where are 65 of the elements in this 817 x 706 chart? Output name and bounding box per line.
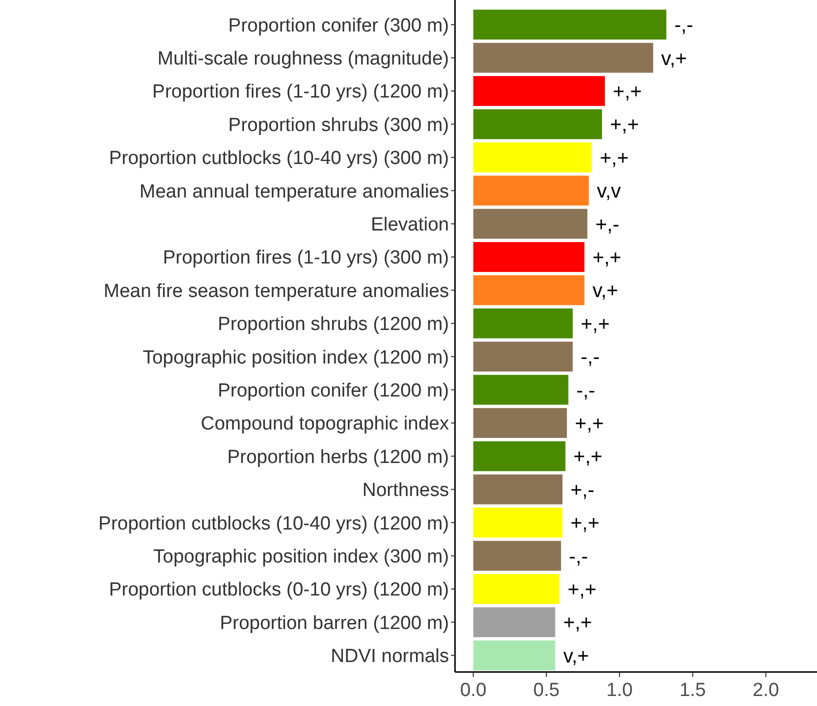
bar — [473, 242, 584, 272]
bar — [473, 408, 567, 438]
y-tick-label: Proportion cutblocks (10-40 yrs) (1200 m) — [98, 513, 449, 534]
bar — [473, 574, 560, 604]
x-tick-label: 0.0 — [460, 680, 486, 701]
data-label: +,- — [570, 479, 594, 502]
y-tick-label: Proportion fires (1-10 yrs) (300 m) — [162, 248, 449, 269]
data-label: +,+ — [563, 612, 592, 634]
data-label: v,+ — [563, 645, 589, 668]
bar — [473, 176, 589, 206]
y-tick-label: Proportion shrubs (1200 m) — [218, 314, 449, 336]
y-tick-label: Compound topographic index — [200, 414, 450, 435]
data-label: v,+ — [661, 48, 687, 70]
data-label: +,+ — [568, 579, 596, 601]
bar — [473, 540, 562, 571]
bar — [473, 474, 563, 504]
data-label: +,+ — [570, 512, 600, 535]
data-label: -,- — [580, 346, 600, 369]
y-tick-label: Proportion barren (1200 m) — [220, 612, 449, 634]
y-tick-label: Proportion cutblocks (10-40 yrs) (300 m) — [108, 148, 449, 170]
data-label: -,- — [674, 14, 694, 37]
bar — [473, 142, 592, 172]
x-tick-label: 0.5 — [533, 680, 560, 701]
y-tick-label: Mean fire season temperature anomalies — [104, 280, 449, 302]
y-tick-label: Elevation — [370, 214, 449, 236]
y-tick-label: Proportion conifer (300 m) — [228, 15, 449, 36]
data-label: -,- — [576, 380, 596, 402]
bar — [473, 10, 666, 40]
y-tick-label: Proportion cutblocks (0-10 yrs) (1200 m) — [108, 580, 449, 601]
data-label: +,+ — [580, 313, 610, 336]
y-tick-label: Topographic position index (1200 m) — [142, 347, 449, 368]
y-tick-label: Northness — [362, 480, 449, 502]
bar — [473, 342, 573, 372]
data-label: +,+ — [574, 413, 604, 435]
data-label: +,+ — [610, 114, 639, 136]
y-tick-label: Mean annual temperature anomalies — [140, 181, 449, 202]
bar — [473, 42, 654, 73]
data-label: +,+ — [600, 147, 629, 170]
bar — [473, 109, 602, 140]
bar — [473, 308, 573, 338]
x-tick-label: 1.0 — [606, 680, 633, 701]
y-tick-label: Proportion shrubs (300 m) — [228, 114, 449, 136]
bar — [473, 607, 556, 638]
bar — [473, 76, 605, 106]
bar — [473, 374, 568, 405]
bar — [473, 640, 556, 670]
y-tick-label: Proportion fires (1-10 yrs) (1200 m) — [152, 82, 449, 103]
data-label: +,- — [595, 214, 620, 236]
data-label: v,+ — [592, 280, 618, 302]
data-label: +,+ — [612, 81, 642, 103]
bar — [473, 208, 588, 239]
x-tick-label: 2.0 — [752, 680, 780, 701]
data-label: -,- — [569, 546, 588, 568]
bar — [473, 441, 566, 472]
y-tick-label: NDVI normals — [330, 646, 449, 668]
y-tick-label: Proportion herbs (1200 m) — [227, 446, 449, 468]
y-tick-label: Multi-scale roughness (magnitude) — [158, 48, 449, 70]
y-tick-label: Topographic position index (300 m) — [153, 546, 449, 568]
data-label: +,+ — [573, 446, 602, 468]
data-label: +,+ — [592, 247, 622, 269]
bar — [473, 508, 563, 538]
y-tick-label: Proportion conifer (1200 m) — [218, 380, 449, 402]
bar — [473, 275, 584, 306]
x-tick-label: 1.5 — [679, 680, 706, 701]
data-label: v,v — [596, 180, 621, 203]
